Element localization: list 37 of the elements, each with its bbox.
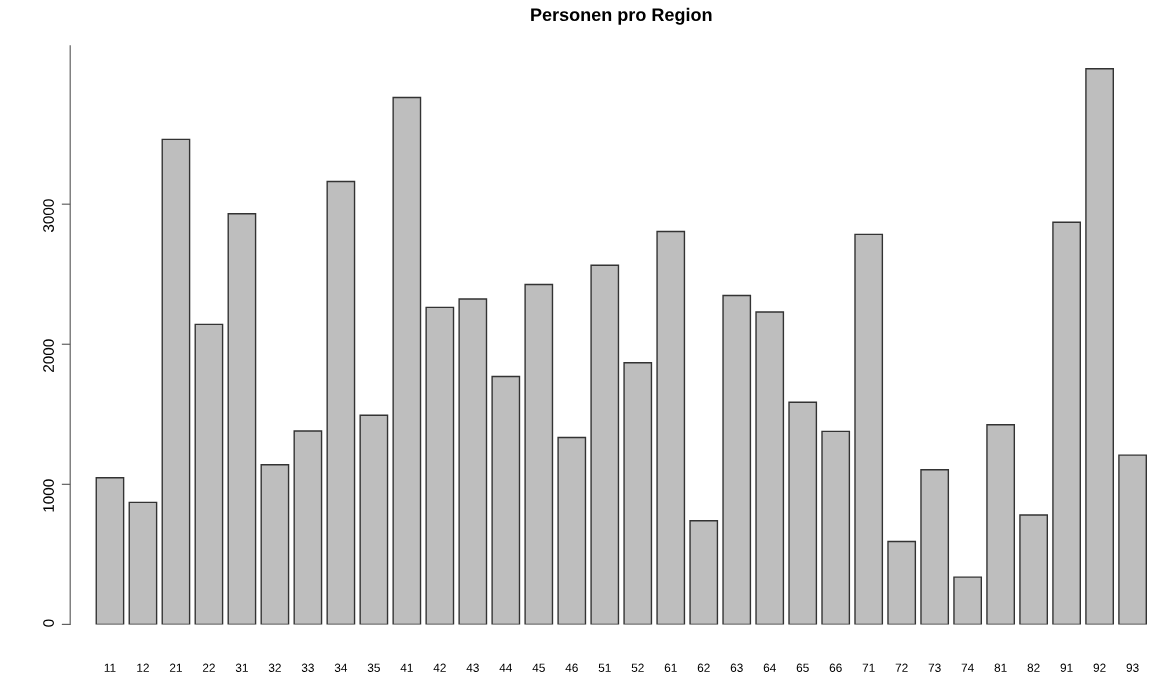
x-tick-label: 66 [829, 663, 842, 672]
x-tick-label: 34 [334, 663, 348, 672]
x-tick-label: 33 [301, 663, 314, 672]
y-tick-label: 0 [43, 619, 54, 627]
y-tick-label: 1000 [43, 479, 54, 512]
x-tick-label: 81 [994, 663, 1007, 672]
x-tick-label: 32 [268, 663, 281, 672]
x-tick-label: 72 [895, 663, 908, 672]
x-tick-label: 65 [796, 663, 809, 672]
x-tick-label: 43 [466, 663, 479, 672]
x-tick-label: 62 [697, 663, 710, 672]
x-tick-label: 45 [532, 663, 545, 672]
x-tick-label: 44 [499, 663, 513, 672]
x-tick-label: 41 [400, 663, 413, 672]
x-tick-label: 51 [598, 663, 611, 672]
x-tick-label: 93 [1126, 663, 1139, 672]
x-tick-label: 61 [664, 663, 677, 672]
x-tick-label: 31 [235, 663, 248, 672]
y-tick-label: 3000 [43, 199, 54, 233]
x-tick-label: 42 [433, 663, 446, 672]
x-tick-label: 74 [961, 663, 974, 672]
x-tick-label: 73 [928, 663, 941, 672]
x-tick-label: 71 [862, 663, 875, 672]
x-tick-label: 63 [730, 663, 743, 672]
x-tick-label: 64 [763, 663, 776, 672]
x-tick-label: 21 [169, 663, 182, 672]
x-tick-label: 12 [137, 663, 149, 672]
x-tick-label: 22 [202, 663, 215, 672]
x-tick-label: 91 [1060, 663, 1073, 672]
y-tick-label: 2000 [43, 339, 54, 372]
x-tick-label: 35 [367, 663, 380, 672]
x-tick-label: 46 [565, 663, 578, 672]
x-tick-label: 52 [631, 663, 644, 672]
chart-title: Personen pro Region [531, 7, 712, 25]
x-tick-label: 92 [1093, 663, 1106, 672]
x-tick-label: 11 [104, 663, 116, 672]
x-tick-label: 82 [1027, 663, 1040, 672]
